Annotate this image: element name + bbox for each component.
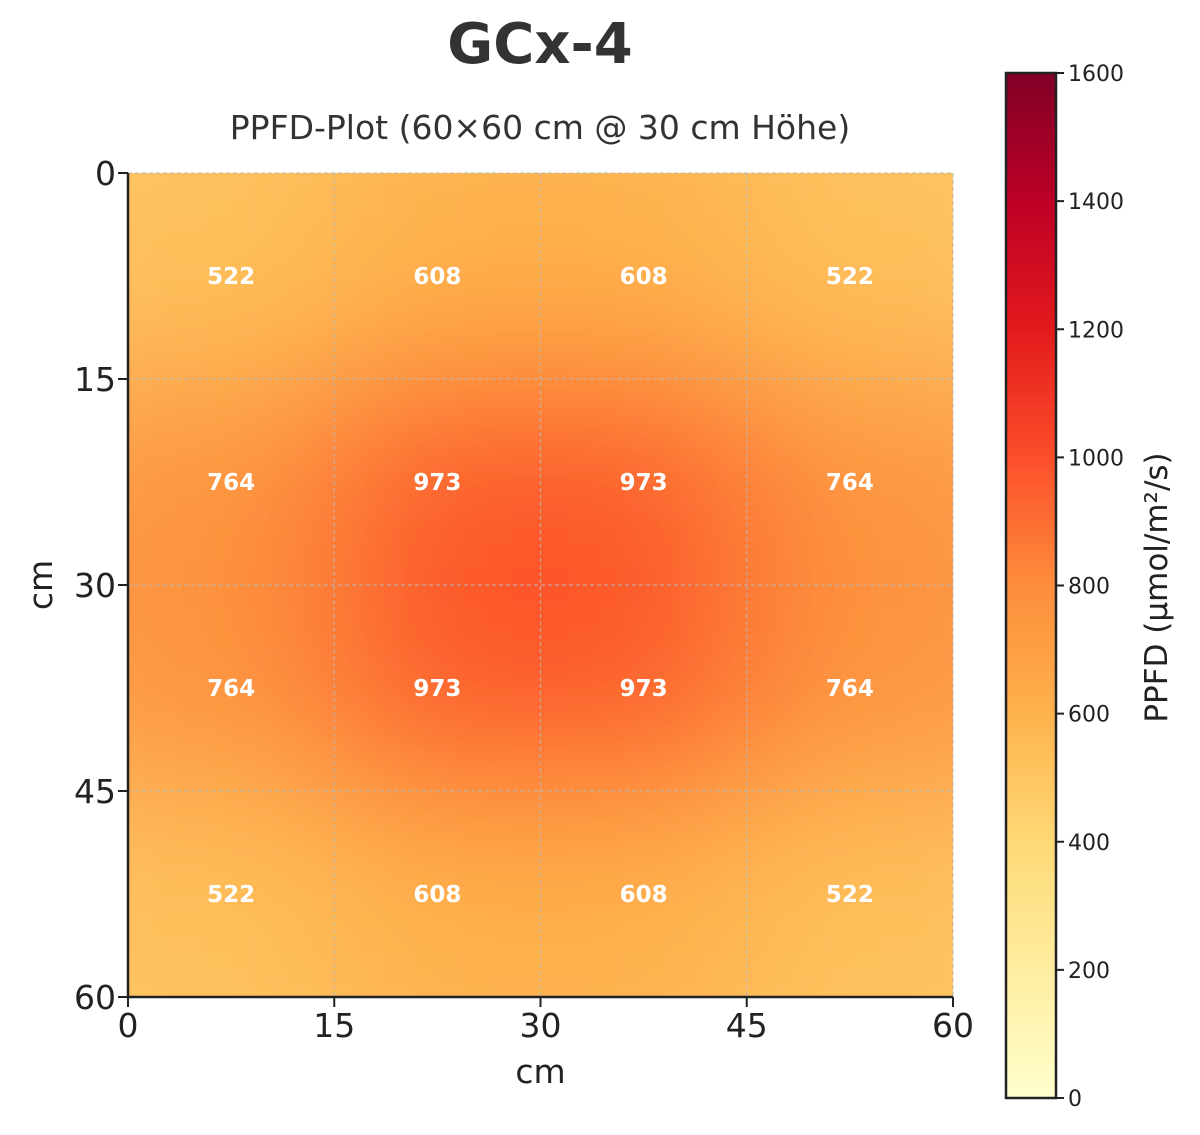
cell-value-label: 764 — [207, 676, 255, 702]
heatmap-cell — [540, 173, 748, 380]
y-axis-label: cm — [21, 560, 60, 610]
heatmap-cell — [540, 379, 748, 586]
x-tick-label: 30 — [520, 1006, 562, 1045]
x-axis-label: cm — [515, 1052, 565, 1091]
cell-value-label: 973 — [620, 676, 668, 702]
cell-value-label: 522 — [207, 882, 255, 908]
cell-value-label: 973 — [413, 470, 461, 496]
y-tick-label: 30 — [74, 566, 116, 605]
colorbar-tick-label: 600 — [1068, 703, 1110, 728]
colorbar-tick-label: 1600 — [1068, 62, 1124, 87]
x-tick-label: 60 — [932, 1006, 974, 1045]
y-tick-label: 15 — [74, 360, 116, 399]
heatmap-smooth — [128, 173, 953, 997]
colorbar-tick-label: 1400 — [1068, 190, 1124, 215]
cell-value-label: 764 — [826, 676, 874, 702]
heatmap-cell — [334, 791, 541, 997]
heatmap-cell — [334, 379, 541, 586]
heatmap-cell — [128, 585, 335, 792]
cell-value-label: 522 — [826, 264, 874, 290]
heatmap-cell — [334, 173, 541, 380]
heatmap-cell — [746, 173, 953, 380]
colorbar-tick-label: 800 — [1068, 575, 1110, 600]
heatmap-cell — [128, 791, 335, 997]
heatmap-cell — [128, 379, 335, 586]
x-tick-label: 15 — [313, 1006, 355, 1045]
cell-value-label: 608 — [620, 264, 668, 290]
cell-value-label: 522 — [207, 264, 255, 290]
x-tick-label: 45 — [726, 1006, 768, 1045]
cell-value-label: 608 — [413, 264, 461, 290]
chart-subtitle: PPFD-Plot (60×60 cm @ 30 cm Höhe) — [229, 108, 851, 147]
cell-value-label: 522 — [826, 882, 874, 908]
colorbar-tick-label: 400 — [1068, 831, 1110, 856]
heatmap-cell — [540, 585, 748, 792]
y-tick-label: 45 — [74, 772, 116, 811]
cell-value-label: 973 — [413, 676, 461, 702]
heatmap-cell — [746, 585, 953, 792]
cell-value-label: 764 — [826, 470, 874, 496]
cell-value-label: 608 — [413, 882, 461, 908]
cell-value-label: 608 — [620, 882, 668, 908]
chart-title: GCx-4 — [447, 12, 633, 77]
heatmap-cell — [746, 791, 953, 997]
cell-value-label: 973 — [620, 470, 668, 496]
colorbar-tick-label: 200 — [1068, 959, 1110, 984]
y-tick-label: 0 — [95, 154, 116, 193]
heatmap-cell — [334, 585, 541, 792]
x-tick-label: 0 — [118, 1006, 139, 1045]
y-tick-label: 60 — [74, 978, 116, 1017]
colorbar-label: PPFD (µmol/m²/s) — [1139, 452, 1175, 722]
heatmap-area — [128, 173, 953, 997]
colorbar-tick-label: 0 — [1068, 1087, 1082, 1112]
colorbar-tick-label: 1000 — [1068, 446, 1124, 471]
heatmap-cell — [746, 379, 953, 586]
heatmap-cell — [540, 791, 748, 997]
colorbar — [1004, 71, 1058, 1100]
cell-value-label: 764 — [207, 470, 255, 496]
heatmap-cell — [128, 173, 335, 380]
colorbar-tick-label: 1200 — [1068, 318, 1124, 343]
